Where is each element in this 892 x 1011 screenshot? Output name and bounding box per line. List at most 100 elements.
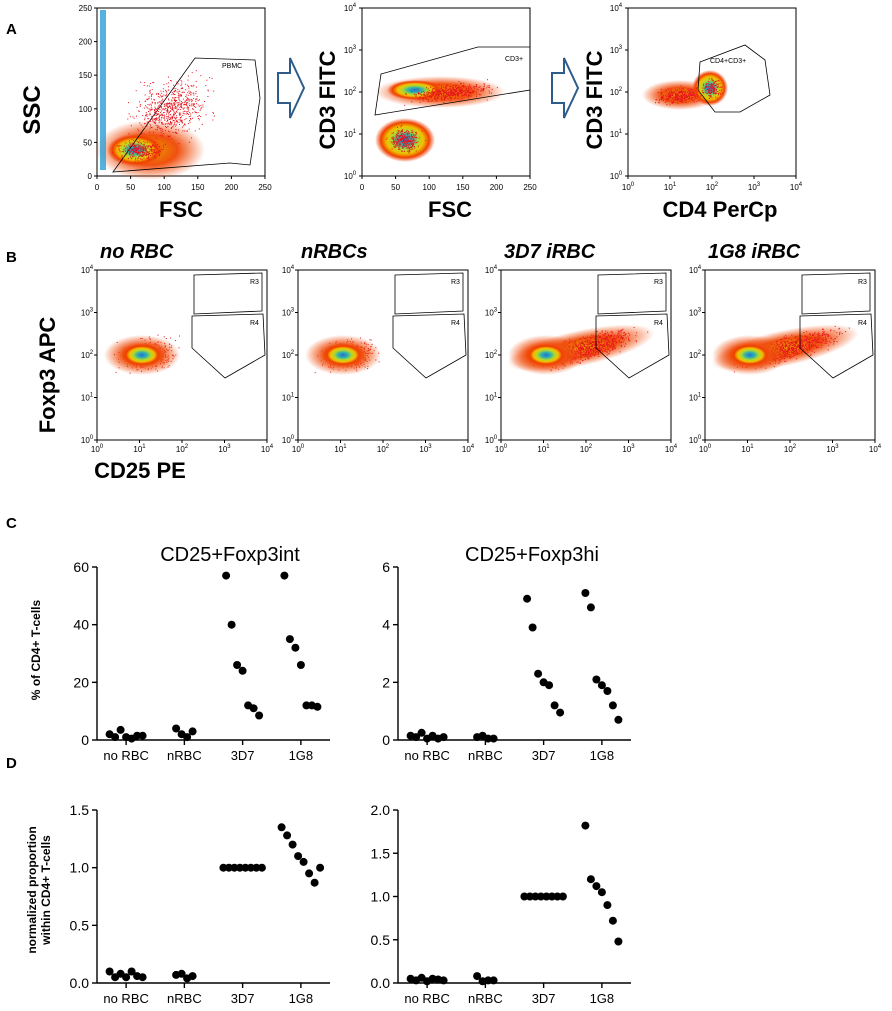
y-tick-label: 0 — [81, 732, 89, 748]
data-point — [484, 734, 493, 743]
y-tick-label: 1.5 — [371, 845, 391, 861]
data-point — [246, 863, 255, 872]
condition-title: no RBC — [100, 241, 174, 263]
data-point — [122, 973, 131, 982]
tick-label: 104 — [81, 265, 94, 275]
gate-label-pbmc: PBMC — [222, 63, 242, 70]
tick-label: 104 — [689, 265, 702, 275]
tick-label: 50 — [83, 138, 92, 147]
tick-label: 100 — [423, 183, 437, 192]
tick-label: 250 — [258, 183, 272, 192]
tick-label: 101 — [741, 444, 754, 454]
tick-label: 102 — [784, 444, 797, 454]
tick-label: 102 — [81, 350, 94, 360]
tick-label: 101 — [282, 393, 295, 403]
data-point — [280, 571, 289, 580]
scatter-chart-4: 0.0 0.5 1.0 1.5 2.0 no RBC nRBC 3D7 1G8 — [371, 802, 631, 1006]
tick-label: 100 — [344, 171, 357, 181]
data-point — [545, 681, 554, 690]
panel-label-b: B — [6, 249, 17, 266]
data-point — [553, 892, 562, 901]
data-point — [597, 888, 606, 897]
data-point — [439, 976, 448, 985]
x-tick-label: 3D7 — [231, 991, 255, 1006]
data-point — [484, 976, 493, 985]
tick-label: 101 — [81, 393, 94, 403]
tick-label: 103 — [81, 308, 94, 318]
data-point — [294, 852, 303, 861]
chart-title-foxp3int: CD25+Foxp3int — [160, 544, 300, 566]
data-point — [291, 643, 300, 652]
tick-label: 150 — [456, 183, 470, 192]
data-point — [288, 840, 297, 849]
tick-label: 100 — [699, 444, 712, 454]
y-tick-label: 20 — [73, 674, 89, 690]
y-tick-label: 0.0 — [371, 975, 391, 991]
tick-label: 100 — [79, 105, 93, 114]
axis-label-ssc: SSC — [19, 85, 46, 134]
tick-label: 101 — [133, 444, 146, 454]
data-point — [296, 661, 305, 669]
tick-label: 0 — [88, 172, 93, 181]
tick-label: 100 — [81, 435, 94, 445]
scatter-chart-3: 0.0 0.5 1.0 1.5 no RBC nRBC 3D7 1G8 — [70, 802, 330, 1006]
axis-label-cd3-fitc: CD3 FITC — [315, 50, 340, 149]
data-point — [252, 863, 261, 872]
panel-a: PBMC SSC FSC CD3+ CD3 FITC FSC CD4+CD3+ … — [19, 3, 803, 222]
data-point — [116, 725, 125, 734]
panel-b: Foxp3 APC CD25 PE no RBCR3R4100100101101… — [35, 241, 882, 483]
tick-label: 103 — [218, 444, 231, 454]
tick-label: 250 — [523, 183, 537, 192]
data-point — [586, 875, 595, 884]
data-point — [558, 892, 567, 901]
axis-label-cd25-pe: CD25 PE — [94, 458, 186, 483]
x-tick-label: 1G8 — [289, 991, 314, 1006]
x-tick-label: 1G8 — [590, 748, 615, 763]
gate-label-r3: R3 — [451, 279, 460, 286]
x-tick-label: no RBC — [103, 991, 149, 1006]
data-point — [305, 869, 314, 878]
x-tick-label: no RBC — [103, 748, 149, 763]
data-point — [592, 882, 601, 891]
data-point — [183, 733, 192, 742]
tick-label: 250 — [79, 4, 93, 13]
data-point — [238, 666, 247, 675]
data-point — [525, 892, 534, 901]
tick-label: 101 — [537, 444, 550, 454]
data-point — [412, 733, 421, 742]
x-tick-label: nRBC — [468, 748, 503, 763]
data-point — [235, 863, 244, 872]
panel-label-d: D — [6, 755, 17, 772]
tick-label: 0 — [95, 183, 100, 192]
tick-label: 102 — [377, 444, 390, 454]
y-tick-label: 0.5 — [70, 917, 90, 933]
data-point — [188, 972, 197, 981]
tick-label: 101 — [610, 129, 623, 139]
tick-label: 100 — [610, 171, 623, 181]
y-tick-label: 2.0 — [371, 802, 391, 818]
scatter-chart-1: 0 20 40 60 no RBC nRBC 3D7 1G8 — [73, 559, 330, 763]
data-point — [581, 821, 590, 830]
data-point — [439, 733, 448, 742]
x-tick-label: nRBC — [167, 991, 202, 1006]
tick-label: 200 — [490, 183, 504, 192]
scatter-chart-2: 0 2 4 6 no RBC nRBC 3D7 1G8 — [382, 559, 631, 763]
data-point — [249, 704, 258, 713]
x-tick-label: nRBC — [468, 991, 503, 1006]
data-point — [614, 715, 623, 724]
tick-label: 103 — [748, 182, 761, 192]
tick-label: 104 — [610, 3, 623, 13]
data-point — [586, 603, 595, 612]
tick-label: 102 — [485, 350, 498, 360]
data-point — [489, 976, 498, 985]
gate-label-r3: R3 — [858, 279, 867, 286]
data-point — [233, 661, 242, 669]
tick-label: 200 — [79, 38, 93, 47]
data-point — [299, 857, 308, 866]
arrow-icon — [277, 57, 306, 119]
tick-label: 103 — [282, 308, 295, 318]
tick-label: 102 — [282, 350, 295, 360]
